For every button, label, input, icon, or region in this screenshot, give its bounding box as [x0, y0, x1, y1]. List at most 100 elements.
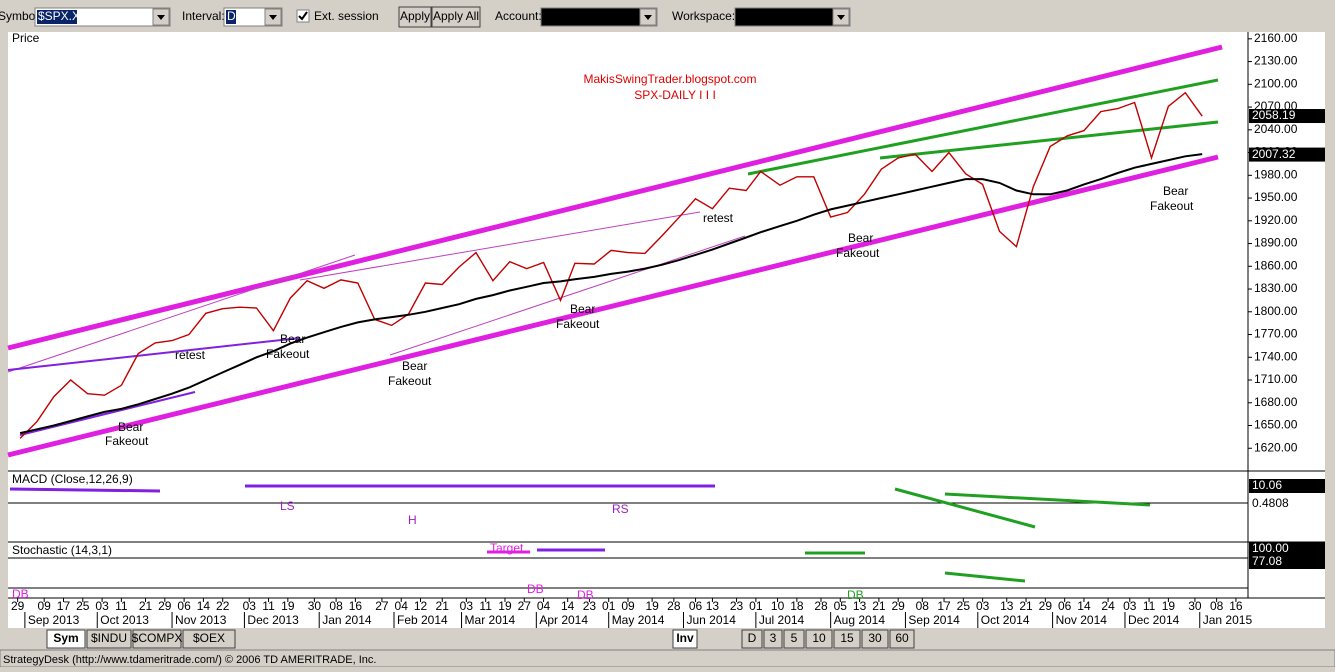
- annotation: Target: [490, 541, 524, 555]
- y-tick-label: 2040.00: [1254, 122, 1298, 136]
- annotation: Fakeout: [1150, 199, 1194, 213]
- interval-tab[interactable]: [889, 629, 915, 649]
- channel-line: [7, 44, 1223, 351]
- annotation: DB: [577, 588, 594, 602]
- tab[interactable]: [182, 629, 236, 649]
- interval[interactable]: D: [227, 9, 236, 23]
- tab-label[interactable]: $COMPX: [132, 631, 183, 645]
- button-label[interactable]: Apply All: [433, 9, 479, 23]
- month-label: Jan 2015: [1203, 613, 1253, 627]
- x-tick-label: 29: [1039, 599, 1053, 613]
- interval-tab[interactable]: [672, 629, 698, 649]
- button-label[interactable]: Apply: [400, 9, 430, 23]
- x-tick-label: 22: [216, 599, 230, 613]
- y-tick-label: 1980.00: [1254, 167, 1298, 181]
- annotation: DB: [527, 582, 544, 596]
- value-box: [1249, 497, 1325, 511]
- label: Interval:: [182, 9, 225, 23]
- x-tick-label: 13: [853, 599, 867, 613]
- trend-line: [747, 78, 1219, 176]
- symbol[interactable]: $SPX.X: [38, 9, 80, 23]
- tab-label[interactable]: Sym: [53, 631, 78, 645]
- tab-label[interactable]: $INDU: [91, 631, 127, 645]
- side-strip: [0, 32, 8, 628]
- annotation: RS: [612, 502, 629, 516]
- toolbar: [0, 0, 1335, 32]
- interval-tab[interactable]: [783, 629, 805, 649]
- x-tick-label: 08: [329, 599, 343, 613]
- month-label: Mar 2014: [465, 613, 516, 627]
- annotation: Bear: [848, 231, 873, 245]
- x-tick-label: 19: [645, 599, 659, 613]
- month-label: Sep 2013: [28, 613, 80, 627]
- scrollbar[interactable]: [1325, 32, 1335, 628]
- interval-label[interactable]: D: [748, 631, 757, 645]
- x-tick-label: 29: [158, 599, 172, 613]
- trend-line: [944, 492, 1151, 507]
- account-box[interactable]: [540, 7, 658, 27]
- x-tick-label: 21: [1019, 599, 1033, 613]
- button[interactable]: [431, 6, 481, 28]
- x-tick-label: 08: [916, 599, 930, 613]
- x-tick-label: 25: [957, 599, 971, 613]
- interval-label[interactable]: 3: [770, 631, 777, 645]
- x-tick-label: 03: [1123, 599, 1137, 613]
- interval-tab[interactable]: [861, 629, 889, 649]
- month-label: Jun 2014: [686, 613, 736, 627]
- annotation: Bear: [402, 359, 427, 373]
- x-tick-label: 09: [621, 599, 635, 613]
- tab-bar: [0, 628, 1335, 650]
- x-tick-label: 28: [667, 599, 681, 613]
- last-value: 2058.19: [1252, 108, 1296, 122]
- panel-title: MACD (Close,12,26,9): [12, 472, 133, 486]
- x-tick-label: 11: [262, 599, 275, 613]
- price-line: [19, 91, 1203, 439]
- interval-tab[interactable]: [741, 629, 763, 649]
- annotation: Fakeout: [388, 374, 432, 388]
- interval-label[interactable]: 15: [840, 631, 854, 645]
- price-line: [19, 153, 1203, 435]
- y-tick-label: 1740.00: [1254, 349, 1298, 363]
- trend-line: [9, 487, 161, 493]
- x-tick-label: 01: [602, 599, 616, 613]
- tab-label[interactable]: $OEX: [193, 631, 225, 645]
- x-tick-label: 06: [689, 599, 703, 613]
- interval-tab[interactable]: [805, 629, 833, 649]
- tab[interactable]: [46, 629, 86, 649]
- month-label: May 2014: [612, 613, 665, 627]
- label: Ext. session: [314, 9, 379, 23]
- check: [298, 11, 308, 21]
- label: Workspace:: [672, 9, 735, 23]
- x-tick-label: 29: [892, 599, 906, 613]
- panel-title: Price: [12, 31, 40, 45]
- interval-tab[interactable]: [833, 629, 861, 649]
- interval-label[interactable]: 30: [868, 631, 882, 645]
- button[interactable]: [398, 6, 432, 28]
- annotation: retest: [175, 348, 206, 362]
- x-tick-label: 21: [436, 599, 450, 613]
- chart-title: MakisSwingTrader.blogspot.com: [584, 72, 757, 86]
- interval-label[interactable]: 10: [812, 631, 826, 645]
- arrow: [269, 15, 277, 20]
- tab[interactable]: [86, 629, 132, 649]
- x-tick-label: 16: [349, 599, 363, 613]
- label: Account:: [495, 9, 542, 23]
- trend-line: [19, 391, 196, 436]
- workspace-box[interactable]: [734, 7, 851, 27]
- annotation: LS: [280, 499, 295, 513]
- label: Symbol:: [0, 9, 41, 23]
- stoch-label: 100.00: [1252, 541, 1289, 555]
- y-tick-label: 2160.00: [1254, 31, 1298, 45]
- interval-label[interactable]: Inv: [676, 631, 694, 645]
- tab[interactable]: [132, 629, 182, 649]
- interval-label[interactable]: 5: [791, 631, 798, 645]
- status: StrategyDesk (http://www.tdameritrade.co…: [3, 654, 376, 666]
- x-tick-label: 17: [57, 599, 71, 613]
- interval-tab[interactable]: [763, 629, 783, 649]
- x-tick-label: 23: [583, 599, 597, 613]
- channel-line: [7, 154, 1219, 458]
- y-tick-label: 1620.00: [1254, 440, 1298, 454]
- trend-line: [7, 254, 356, 373]
- interval-label[interactable]: 60: [895, 631, 909, 645]
- chart-subtitle: SPX-DAILY I I I: [634, 88, 716, 102]
